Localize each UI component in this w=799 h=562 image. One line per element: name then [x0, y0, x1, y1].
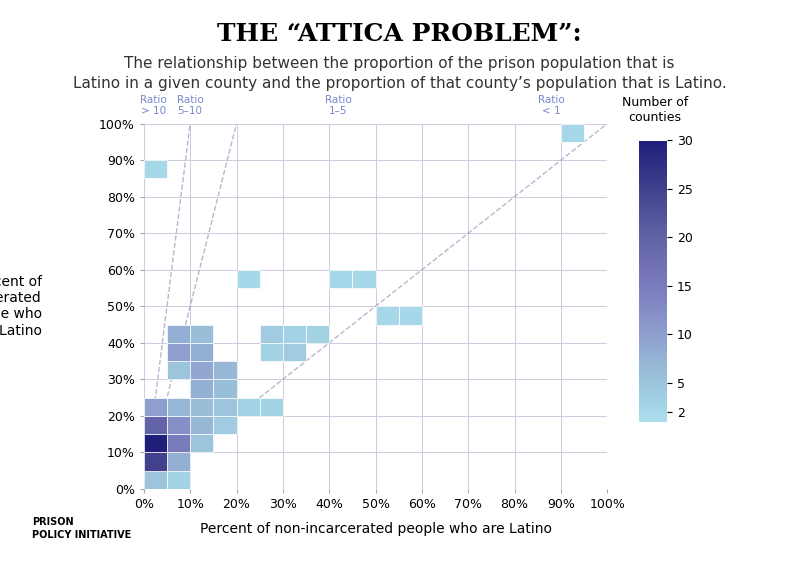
Bar — [260, 343, 283, 361]
Y-axis label: Percent of
incarcerated
people who
are Latino: Percent of incarcerated people who are L… — [0, 275, 42, 338]
Bar — [190, 416, 213, 434]
Bar — [190, 398, 213, 416]
Bar — [260, 325, 283, 343]
Bar — [237, 398, 260, 416]
Bar — [190, 361, 213, 379]
Bar — [190, 325, 213, 343]
Bar — [283, 325, 306, 343]
Bar — [144, 160, 167, 179]
Bar — [167, 361, 190, 379]
Bar — [399, 306, 422, 325]
Text: Ratio
1–5: Ratio 1–5 — [325, 95, 352, 116]
Bar — [167, 416, 190, 434]
Bar — [167, 343, 190, 361]
Bar — [329, 270, 352, 288]
Bar — [213, 361, 237, 379]
Bar — [352, 270, 376, 288]
Bar — [144, 416, 167, 434]
Bar — [213, 379, 237, 398]
Bar — [376, 306, 399, 325]
Bar — [190, 434, 213, 452]
Bar — [283, 343, 306, 361]
Bar — [190, 343, 213, 361]
Bar — [213, 398, 237, 416]
Bar — [213, 416, 237, 434]
Bar — [144, 471, 167, 489]
Bar — [167, 325, 190, 343]
Text: The relationship between the proportion of the prison population that is
Latino : The relationship between the proportion … — [73, 56, 726, 91]
Bar — [306, 325, 329, 343]
Bar — [167, 434, 190, 452]
Bar — [167, 452, 190, 471]
Text: PRISON
POLICY INITIATIVE: PRISON POLICY INITIATIVE — [32, 517, 131, 540]
Bar — [144, 452, 167, 471]
Text: THE “ATTICA PROBLEM”:: THE “ATTICA PROBLEM”: — [217, 22, 582, 47]
Bar — [190, 379, 213, 398]
Text: Ratio
5–10: Ratio 5–10 — [177, 95, 204, 116]
Bar — [144, 398, 167, 416]
X-axis label: Percent of non-incarcerated people who are Latino: Percent of non-incarcerated people who a… — [200, 522, 551, 536]
Bar — [167, 471, 190, 489]
Bar — [167, 398, 190, 416]
Bar — [260, 398, 283, 416]
Bar — [144, 434, 167, 452]
Text: Number of
counties: Number of counties — [622, 96, 688, 124]
Bar — [237, 270, 260, 288]
Bar — [561, 124, 584, 142]
Text: Ratio
> 10: Ratio > 10 — [140, 95, 166, 116]
Text: Ratio
< 1: Ratio < 1 — [539, 95, 565, 116]
